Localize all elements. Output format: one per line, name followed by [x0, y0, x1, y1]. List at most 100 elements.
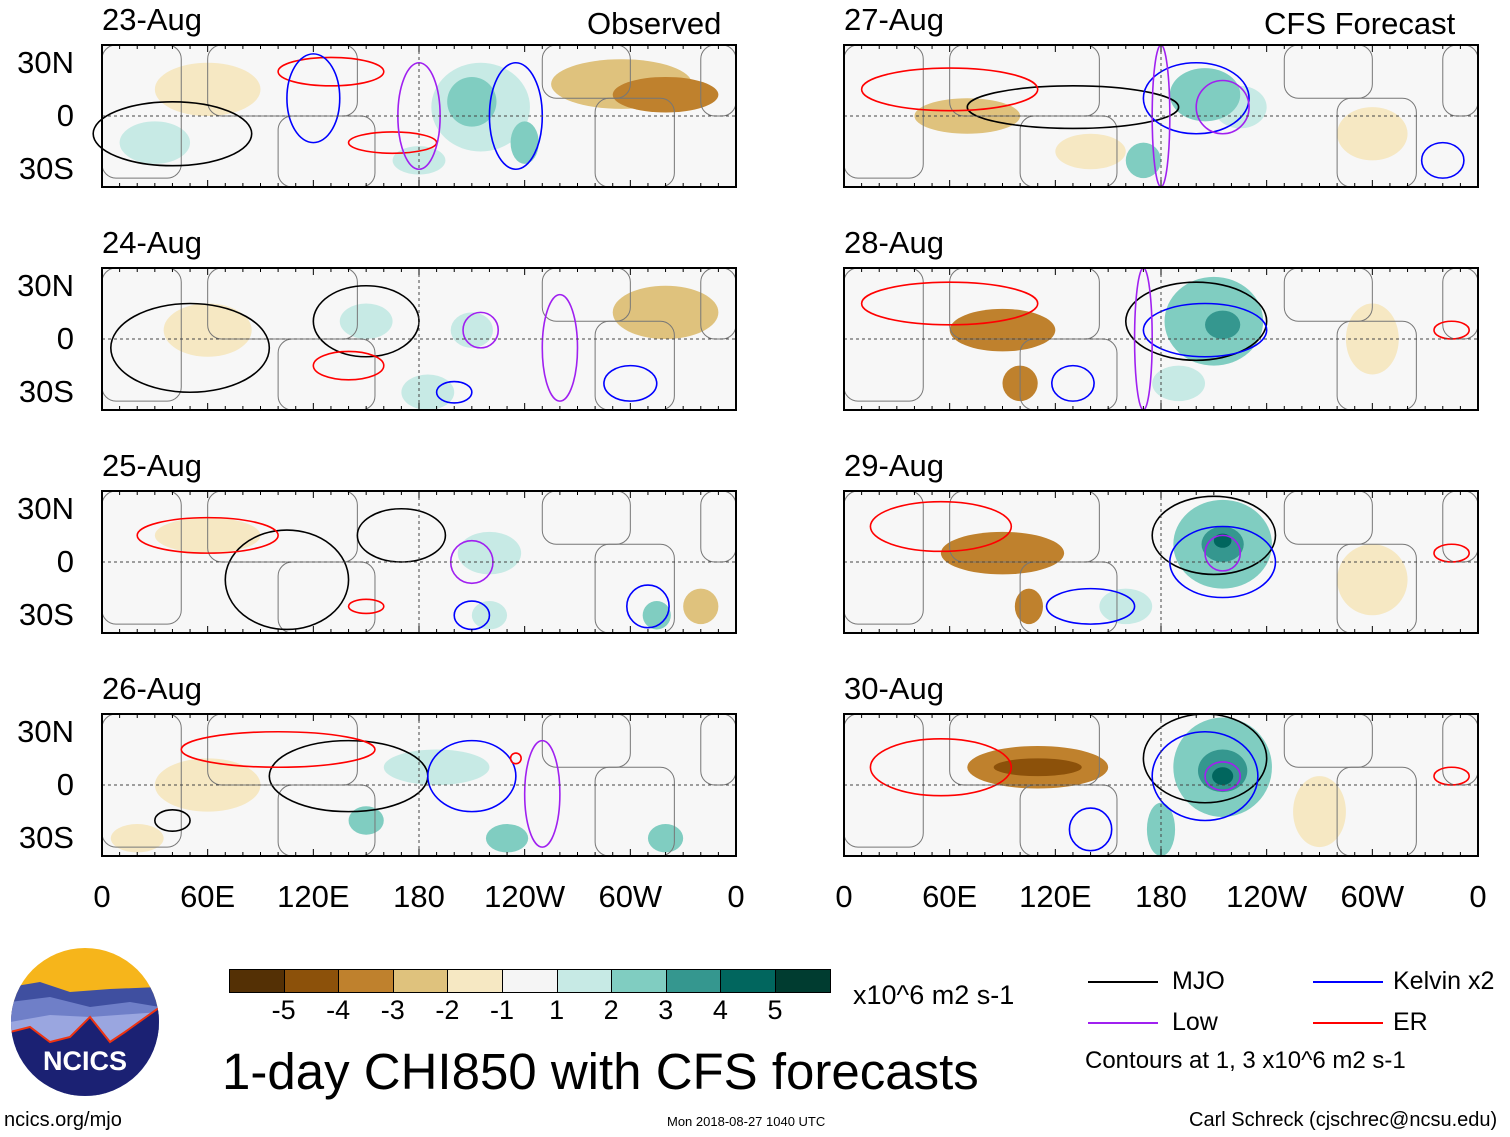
colorbar-label: -2: [435, 995, 460, 1025]
footer-url[interactable]: ncics.org/mjo: [4, 1109, 122, 1131]
footer-timestamp: Mon 2018-08-27 1040 UTC: [667, 1114, 826, 1129]
anomaly-region: [683, 588, 719, 625]
kelvin-contour: [1420, 141, 1465, 179]
lat-label: 0: [56, 98, 74, 133]
legend-mjo-line: [1088, 981, 1158, 983]
lon-label: 60E: [180, 879, 236, 914]
anomaly-region: [1205, 310, 1241, 339]
anomaly-region: [1099, 588, 1153, 625]
low-contour: [523, 739, 561, 848]
colorbar-label: 2: [603, 995, 619, 1025]
colorbar-label: 5: [767, 995, 783, 1025]
low-contour: [1204, 534, 1242, 572]
panel-date: 24-Aug: [102, 225, 202, 260]
colorbar-label: -3: [380, 995, 405, 1025]
er-contour: [347, 598, 385, 615]
kelvin-contour: [603, 364, 658, 402]
anomaly-region: [163, 303, 252, 357]
anomaly-region: [1152, 365, 1206, 402]
anomaly-region: [110, 824, 164, 853]
mjo-contour: [356, 507, 447, 563]
lat-label: 30N: [17, 267, 74, 303]
kelvin-contour: [1051, 364, 1095, 402]
er-contour: [860, 67, 1039, 112]
colorbar-swatch: [721, 970, 776, 992]
anomaly-region: [457, 531, 522, 575]
er-contour: [509, 752, 522, 765]
lon-label: 60E: [922, 879, 978, 914]
anomaly-region: [1212, 767, 1234, 785]
colorbar-label: -5: [271, 995, 296, 1025]
colorbar-label: -1: [489, 995, 515, 1025]
map-panel: [92, 44, 737, 188]
mjo-contour: [966, 85, 1180, 130]
er-contour: [869, 738, 1013, 797]
anomaly-region: [510, 121, 539, 164]
lat-label: 0: [56, 321, 74, 356]
map-panel: [843, 44, 1479, 188]
lat-label: 30N: [17, 490, 74, 526]
colorbar-label: 1: [549, 995, 565, 1025]
anomaly-region: [1337, 544, 1408, 616]
kelvin-contour: [435, 380, 473, 404]
map-panel: [101, 713, 737, 857]
lon-label: 0: [93, 879, 111, 914]
anomaly-region: [1213, 533, 1232, 548]
anomaly-region: [949, 308, 1056, 352]
observed-label: Observed: [587, 6, 722, 41]
map-panel: [101, 267, 737, 411]
anomaly-region: [1293, 776, 1346, 848]
kelvin-contour: [1142, 61, 1250, 135]
kelvin-contour: [1142, 302, 1268, 358]
anomaly-region: [450, 312, 493, 348]
panel-date: 23-Aug: [102, 2, 202, 37]
anomaly-region: [119, 121, 191, 164]
low-contour: [1204, 761, 1242, 792]
colorbar-swatch: [666, 970, 722, 992]
anomaly-region: [1014, 588, 1044, 625]
lon-label: 180: [1135, 879, 1187, 914]
colorbar-swatch: [448, 970, 503, 992]
kelvin-contour: [1151, 730, 1259, 822]
er-contour: [136, 516, 279, 554]
kelvin-contour: [626, 584, 670, 629]
anomaly-region: [1337, 107, 1408, 161]
anomaly-region: [485, 824, 529, 853]
legend-er: ER: [1393, 1008, 1428, 1036]
forecast-label: CFS Forecast: [1264, 6, 1456, 41]
lat-label: 0: [56, 544, 74, 579]
lat-label: 30S: [18, 820, 74, 856]
lat-label: 30S: [18, 597, 74, 633]
map-panel: [843, 713, 1479, 857]
anomaly-region: [1125, 142, 1161, 179]
footer-credit: Carl Schreck (cjschrec@ncsu.edu): [1189, 1109, 1498, 1131]
anomaly-region: [612, 285, 719, 339]
svg-text:NCICS: NCICS: [43, 1046, 127, 1076]
ncics-logo: NCICS: [11, 948, 159, 1096]
lat-label: 30S: [18, 374, 74, 410]
lon-label: 120E: [277, 879, 350, 914]
er-contour: [312, 350, 385, 381]
anomaly-region: [339, 303, 393, 339]
colorbar-swatch: [339, 970, 394, 992]
mjo-contour: [1151, 495, 1277, 576]
panel-date: 25-Aug: [102, 448, 202, 483]
lon-label: 60W: [1340, 879, 1405, 914]
anomaly-region: [612, 76, 719, 113]
mjo-contour: [312, 284, 420, 358]
colorbar-label: 3: [658, 995, 674, 1025]
lat-label: 30N: [17, 44, 74, 80]
colorbar-swatch: [502, 970, 558, 992]
panel-date: 29-Aug: [844, 448, 944, 483]
colorbar-label: -4: [326, 995, 351, 1025]
colorbar-swatch: [284, 970, 340, 992]
legend-kelvin: Kelvin x2: [1393, 967, 1495, 995]
colorbar-swatch: [775, 970, 830, 992]
colorbar-units: x10^6 m2 s-1: [853, 980, 1015, 1010]
lon-label: 180: [393, 879, 445, 914]
low-contour: [1195, 79, 1250, 135]
colorbar-swatch: [557, 970, 613, 992]
legend-low: Low: [1172, 1008, 1218, 1036]
legend-kelvin-line: [1313, 981, 1383, 983]
